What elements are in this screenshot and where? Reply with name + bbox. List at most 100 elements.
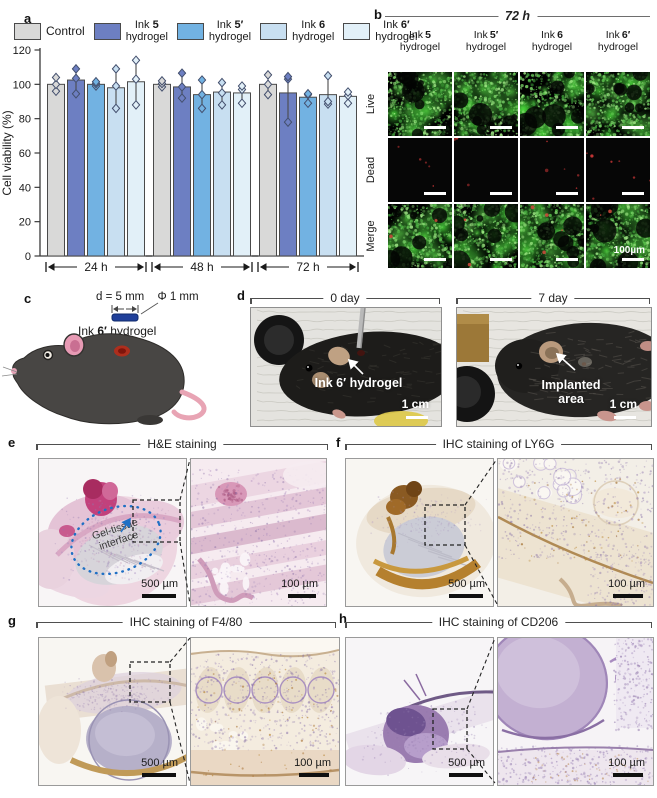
he-staining-bracket: H&E staining [36,437,328,457]
photo-day7-annotation: Implanted area [541,378,601,407]
implant-spot [114,345,130,357]
data-point [217,99,227,110]
mouse-hind-foot [137,415,163,425]
data-point [323,96,333,107]
data-point [71,88,81,99]
legend-label: Ink 5 hydrogel [125,19,168,43]
f480-staining-title: IHC staining of F4/80 [122,615,250,629]
timepoint-label: 72 h [497,9,538,23]
cd206-overview-scale-label: 500 µm [448,757,485,769]
data-point [131,99,141,110]
micrograph-live-ink5 [388,72,452,136]
svg-text:120: 120 [13,45,31,57]
data-point [263,79,273,90]
micrograph-merge-ink6 [520,204,584,268]
bar [233,92,251,257]
ly6g-overview-scale-label: 500 µm [448,578,485,590]
ly6g-staining-title: IHC staining of LY6G [435,437,562,451]
micrograph-live-ink5p [454,72,518,136]
data-point [323,70,333,81]
legend-label: Ink 6′ hydrogel [375,19,418,43]
legend-item-2: Ink 5′ hydrogel [176,19,251,44]
panel-b: b 72 h Ink 5 hydrogel Ink 5′ hydrogel Ink … [360,0,657,290]
row-label-live: Live [365,93,377,115]
photo-day0-scale-label: 1 cm [401,397,429,411]
mouse-tail [171,389,207,421]
legend-item-4: Ink 6′ hydrogel [343,19,418,44]
data-point [197,75,207,86]
svg-text:20: 20 [19,217,31,229]
data-point [217,87,227,98]
bar [67,79,85,257]
panel-f: f IHC staining of LY6G 500 µm 100 µm [336,436,657,614]
panel-b-label: b [374,7,382,22]
legend-item-0: Control [14,23,85,41]
panel-g-label: g [8,613,16,628]
data-point [283,71,293,82]
f480-overview-scale-label: 500 µm [141,757,178,769]
cd206-zoom-scale-bar [613,773,643,777]
panel-d-label: d [237,288,245,303]
cd206-zoom-image: 100 µm [497,637,654,786]
data-point [177,68,187,79]
legend-swatch [14,23,41,41]
bar [47,83,65,257]
data-point [197,103,207,114]
legend-item-1: Ink 5 hydrogel [93,19,168,44]
mouse-body [12,333,185,425]
column-header-ink6p: Ink 6′ hydrogel [597,29,639,54]
ly6g-zoom-scale-label: 100 µm [608,578,645,590]
bar [173,86,191,257]
cd206-staining-title: IHC staining of CD206 [431,615,566,629]
rod-length-label: d = 5 mm [96,291,145,303]
data-point [177,93,187,104]
bar [213,91,231,257]
legend-item-3: Ink 6 hydrogel [260,19,334,44]
photo-day7-scale-label: 1 cm [609,397,637,411]
data-point [131,74,141,85]
legend-label: Control [46,24,85,39]
hydrogel-rod-icon [111,313,139,322]
panel-d: d 0 day 7 day Ink 6′ hydrogel 1 cm Impla… [228,288,657,438]
data-point [111,63,121,74]
data-point [343,87,353,98]
f480-overview-image: 500 µm [38,637,187,786]
ly6g-overview-image: 500 µm [345,458,494,607]
bar [319,94,337,257]
panel-a: a Control Ink 5 hydrogel Ink 5′ hydrogel Ink … [0,0,418,290]
data-point [111,103,121,114]
legend-swatch [260,23,288,41]
cd206-overview-scale-bar [449,773,483,777]
micrograph-live-ink6 [520,72,584,136]
data-point [51,79,61,90]
y-axis-label: Cell viability (%) [0,110,14,195]
panel-e-label: e [8,435,16,450]
column-header-ink5: Ink 5 hydrogel [399,29,441,54]
mouse-illustration [1,302,207,425]
panel-c: c d = 5 mm Φ 1 mm Ink 6′ hydrogel [0,288,220,438]
data-point [157,75,167,86]
group-label: 24 h [84,260,107,274]
he-zoom-image: 100 µm [190,458,327,607]
column-header-ink5p: Ink 5′ hydrogel [465,29,507,54]
mouse-nose [11,368,17,374]
data-point [71,73,81,84]
svg-text:60: 60 [19,148,31,160]
svg-text:80: 80 [19,114,31,126]
data-point [131,55,141,66]
he-zoom-scale-label: 100 µm [281,578,318,590]
f480-zoom-scale-label: 100 µm [294,757,331,769]
micrograph-live-ink6p [586,72,650,136]
row-label-dead: Dead [365,156,377,184]
legend-swatch [343,23,371,41]
data-point [71,63,81,74]
svg-text:0: 0 [25,251,31,263]
f480-staining-bracket: IHC staining of F4/80 [36,615,336,635]
data-point [237,98,247,109]
legend-swatch [176,23,204,41]
svg-text:40: 40 [19,182,31,194]
legend-swatch [93,23,121,41]
data-point [51,86,61,97]
bar [339,95,357,257]
